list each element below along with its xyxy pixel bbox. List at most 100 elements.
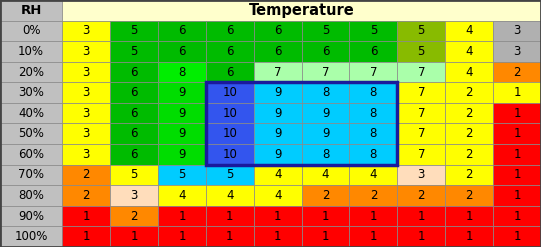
Bar — [302, 21, 349, 41]
Text: 2: 2 — [465, 86, 473, 99]
Bar — [62, 62, 110, 82]
Bar — [158, 124, 206, 144]
Bar — [398, 185, 445, 206]
Text: 1: 1 — [82, 210, 90, 223]
Bar — [349, 206, 398, 226]
Bar — [0, 41, 62, 62]
Bar — [349, 21, 398, 41]
Text: 6: 6 — [130, 148, 138, 161]
Bar — [445, 41, 493, 62]
Text: 60%: 60% — [18, 148, 44, 161]
Text: 1: 1 — [513, 230, 521, 243]
Bar — [445, 206, 493, 226]
Text: 6: 6 — [226, 45, 234, 58]
Bar — [206, 62, 254, 82]
Text: 10: 10 — [222, 148, 237, 161]
Bar — [158, 21, 206, 41]
Text: 6: 6 — [130, 127, 138, 140]
Text: 8: 8 — [178, 65, 186, 79]
Text: 6: 6 — [178, 24, 186, 37]
Text: 1: 1 — [370, 230, 377, 243]
Text: 7: 7 — [274, 65, 281, 79]
Bar — [349, 185, 398, 206]
Bar — [110, 206, 158, 226]
Text: 6: 6 — [178, 45, 186, 58]
Bar — [398, 82, 445, 103]
Bar — [0, 144, 62, 165]
Text: 40%: 40% — [18, 107, 44, 120]
Bar — [0, 165, 62, 185]
Bar — [62, 144, 110, 165]
Text: 1: 1 — [178, 210, 186, 223]
Text: 4: 4 — [370, 168, 377, 182]
Bar — [62, 226, 110, 247]
Text: 1: 1 — [274, 230, 281, 243]
Bar — [158, 41, 206, 62]
Text: 5: 5 — [130, 45, 138, 58]
Text: 10: 10 — [222, 107, 237, 120]
Bar — [254, 21, 302, 41]
Bar — [62, 124, 110, 144]
Bar — [158, 185, 206, 206]
Text: 100%: 100% — [15, 230, 48, 243]
Text: 8: 8 — [370, 107, 377, 120]
Text: 4: 4 — [465, 24, 473, 37]
Bar — [206, 165, 254, 185]
Bar — [493, 82, 541, 103]
Bar — [493, 226, 541, 247]
Bar — [0, 226, 62, 247]
Text: 1: 1 — [513, 189, 521, 202]
Text: 7: 7 — [370, 65, 377, 79]
Text: 2: 2 — [322, 189, 329, 202]
Bar — [62, 103, 110, 124]
Text: 7: 7 — [418, 65, 425, 79]
Bar — [398, 21, 445, 41]
Text: 1: 1 — [370, 210, 377, 223]
Text: 9: 9 — [322, 127, 329, 140]
Bar — [206, 226, 254, 247]
Bar — [206, 124, 254, 144]
Bar — [206, 144, 254, 165]
Bar — [254, 185, 302, 206]
Bar — [445, 62, 493, 82]
Bar — [493, 206, 541, 226]
Bar — [445, 21, 493, 41]
Bar — [302, 103, 349, 124]
Bar — [158, 165, 206, 185]
Text: 4: 4 — [274, 189, 281, 202]
Text: 2: 2 — [465, 189, 473, 202]
Text: 3: 3 — [82, 127, 90, 140]
Text: 50%: 50% — [18, 127, 44, 140]
Bar — [398, 206, 445, 226]
Text: 9: 9 — [178, 86, 186, 99]
Bar — [0, 206, 62, 226]
Text: 3: 3 — [82, 65, 90, 79]
Bar — [254, 41, 302, 62]
Text: 1: 1 — [513, 210, 521, 223]
Text: 5: 5 — [322, 24, 329, 37]
Text: 1: 1 — [226, 230, 234, 243]
Text: 9: 9 — [178, 107, 186, 120]
Bar — [302, 185, 349, 206]
Bar — [445, 103, 493, 124]
Text: 4: 4 — [178, 189, 186, 202]
Text: 3: 3 — [418, 168, 425, 182]
Bar — [254, 124, 302, 144]
Text: 2: 2 — [130, 210, 138, 223]
Bar — [0, 0, 62, 21]
Bar — [493, 41, 541, 62]
Text: 4: 4 — [465, 45, 473, 58]
Text: 2: 2 — [465, 127, 473, 140]
Text: 8: 8 — [322, 86, 329, 99]
Text: 3: 3 — [82, 24, 90, 37]
Text: 5: 5 — [370, 24, 377, 37]
Bar — [445, 165, 493, 185]
Bar — [0, 103, 62, 124]
Text: 1: 1 — [322, 230, 329, 243]
Text: 2: 2 — [370, 189, 377, 202]
Text: 9: 9 — [274, 148, 281, 161]
Bar — [302, 124, 349, 144]
Bar — [110, 21, 158, 41]
Bar — [493, 103, 541, 124]
Text: 2: 2 — [465, 168, 473, 182]
